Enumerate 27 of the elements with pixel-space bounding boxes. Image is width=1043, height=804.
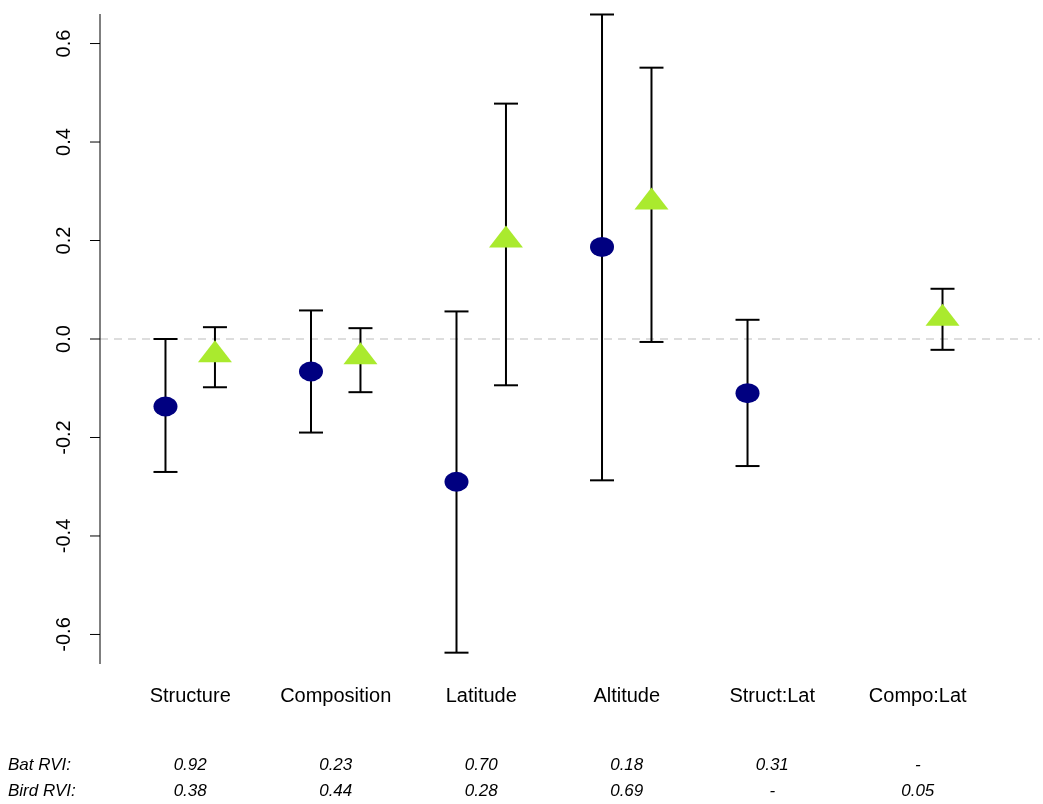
text: 0.23 xyxy=(318,755,354,775)
text: 0.28 xyxy=(463,781,499,801)
y-tick-label: -0.2 xyxy=(52,420,74,455)
text: 0.31 xyxy=(754,755,790,775)
y-tick-label: 0.6 xyxy=(52,29,74,58)
text: 0.44 xyxy=(318,781,354,801)
text: 0.69 xyxy=(609,781,645,801)
text: 0.18 xyxy=(609,755,645,775)
x-tick-label: Composition xyxy=(280,684,392,706)
text: - xyxy=(768,781,777,801)
x-tick-label: Latitude xyxy=(445,684,517,706)
text: 0.38 xyxy=(172,781,208,801)
text: - xyxy=(913,755,922,775)
text: 0.05 xyxy=(900,781,936,801)
x-tick-label: Structure xyxy=(149,684,231,706)
y-tick-label: -0.6 xyxy=(52,617,74,652)
y-tick-label: 0.4 xyxy=(52,128,74,156)
x-tick-label: Altitude xyxy=(593,684,661,706)
x-tick-label: Compo:Lat xyxy=(868,684,968,706)
text: Bird RVI: xyxy=(8,781,77,801)
y-tick-label: 0.0 xyxy=(52,325,74,353)
x-tick-label: Struct:Lat xyxy=(729,684,816,706)
y-tick-label: -0.4 xyxy=(52,518,74,554)
y-tick-label: 0.2 xyxy=(52,226,74,255)
text: 0.70 xyxy=(463,755,499,775)
text: 0.92 xyxy=(172,755,208,775)
text: Bat RVI: xyxy=(8,755,72,775)
